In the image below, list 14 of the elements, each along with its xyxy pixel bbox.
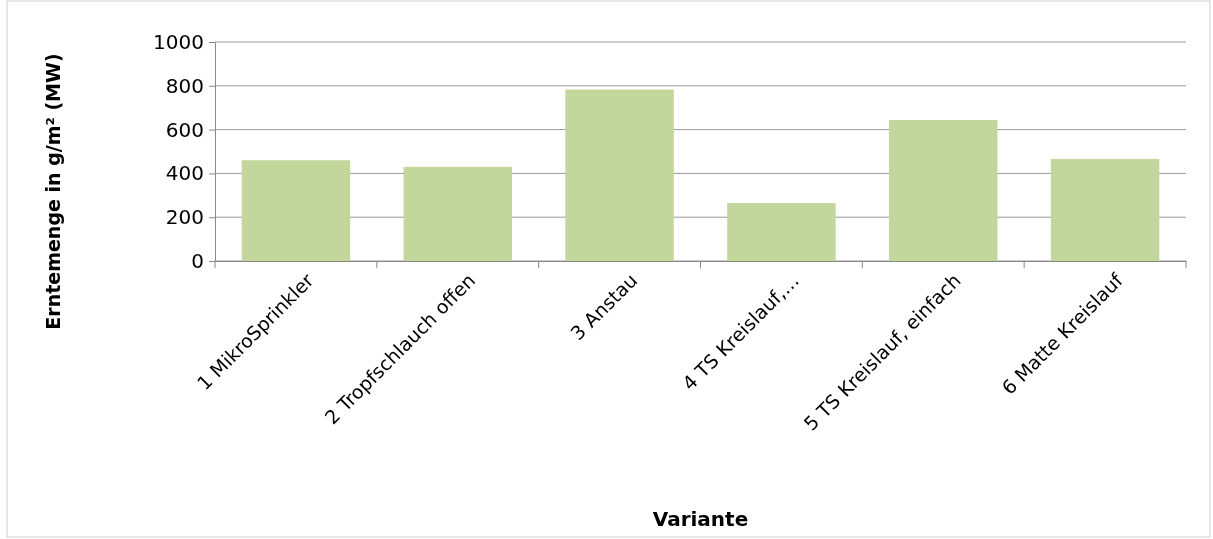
- y-tick-label: 1000: [153, 29, 204, 54]
- y-tick-label: 0: [191, 248, 204, 273]
- bar: [403, 166, 512, 261]
- y-tick-label: 400: [165, 161, 204, 186]
- y-tick-label: 600: [165, 117, 204, 142]
- y-tick-label: 200: [165, 205, 204, 230]
- bar: [727, 202, 836, 261]
- bar: [565, 89, 674, 261]
- bar: [889, 119, 998, 261]
- x-axis-title: Variante: [652, 507, 749, 531]
- bar: [241, 160, 351, 261]
- y-tick-label: 800: [165, 73, 204, 98]
- y-axis-title: Erntemenge in g/m² (MW): [42, 53, 64, 330]
- bar: [1050, 158, 1160, 261]
